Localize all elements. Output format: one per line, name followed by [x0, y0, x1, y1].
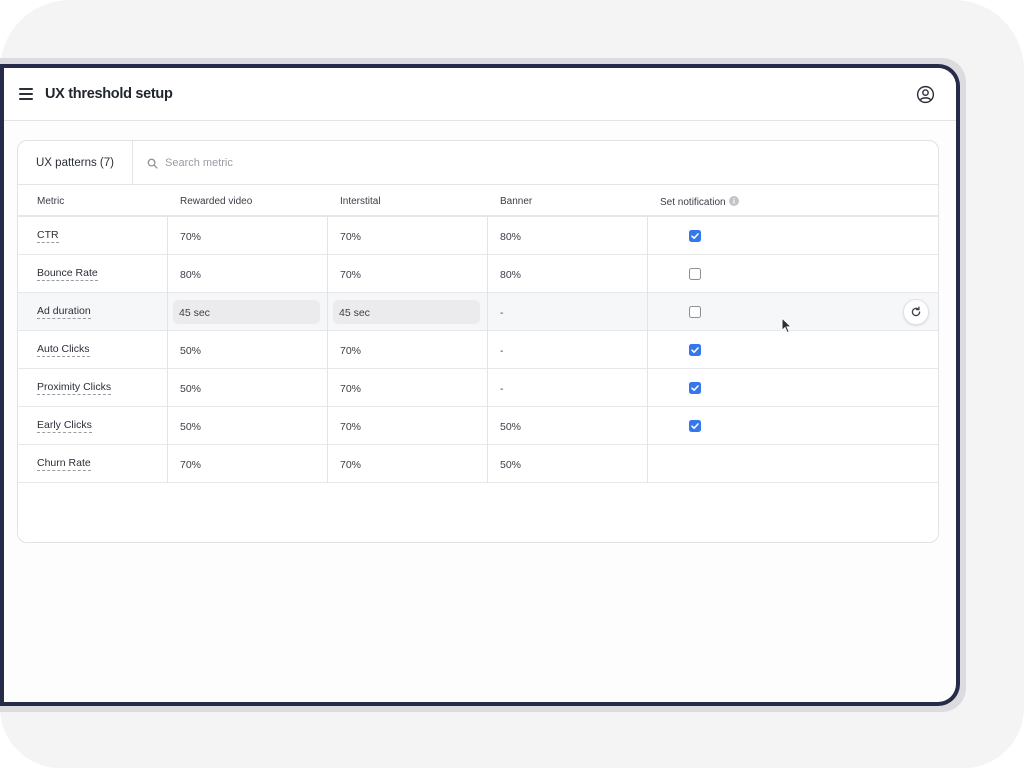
column-divider — [167, 293, 168, 331]
metric-name[interactable]: Auto Clicks — [37, 343, 90, 357]
column-divider — [167, 255, 168, 293]
notification-checkbox[interactable] — [689, 382, 701, 394]
banner-value[interactable]: 50% — [500, 421, 522, 433]
column-divider — [647, 255, 648, 293]
notification-checkbox[interactable] — [689, 268, 701, 280]
reset-row-button[interactable] — [903, 299, 929, 325]
hamburger-icon[interactable] — [19, 88, 33, 100]
column-divider — [647, 293, 648, 331]
column-divider — [167, 407, 168, 445]
column-divider — [327, 369, 328, 407]
rewarded-video-value[interactable]: 80% — [180, 269, 202, 281]
info-icon[interactable] — [728, 196, 739, 206]
column-divider — [647, 331, 648, 369]
column-divider — [327, 445, 328, 483]
column-divider — [487, 369, 488, 407]
column-header-metric: Metric — [37, 196, 65, 207]
banner-value[interactable]: - — [500, 383, 504, 395]
notification-checkbox[interactable] — [689, 344, 701, 356]
notification-checkbox[interactable] — [689, 230, 701, 242]
column-header-banner: Banner — [500, 196, 533, 207]
rewarded-video-input[interactable]: 45 sec — [173, 300, 320, 324]
column-divider — [327, 217, 328, 255]
interstital-value[interactable]: 70% — [340, 231, 362, 243]
mouse-pointer-icon — [781, 317, 793, 334]
metric-name[interactable]: Bounce Rate — [37, 267, 98, 281]
rewarded-video-value[interactable]: 50% — [180, 421, 202, 433]
column-divider — [327, 255, 328, 293]
metric-name[interactable]: Ad duration — [37, 305, 91, 319]
metric-name[interactable]: CTR — [37, 229, 59, 243]
interstital-value[interactable]: 70% — [340, 459, 362, 471]
table-row: Auto Clicks 50% 70% - — [18, 331, 938, 369]
banner-value[interactable]: 80% — [500, 269, 522, 281]
interstital-value[interactable]: 70% — [340, 269, 362, 281]
column-divider — [167, 331, 168, 369]
interstital-value[interactable]: 70% — [340, 383, 362, 395]
table-row: Proximity Clicks 50% 70% - — [18, 369, 938, 407]
table-header: Metric Rewarded video Interstital Banner… — [18, 185, 938, 217]
column-divider — [327, 407, 328, 445]
table-row: Bounce Rate 80% 70% 80% — [18, 255, 938, 293]
check-icon — [691, 385, 699, 391]
column-divider — [487, 293, 488, 331]
set-notification-label: Set notification — [660, 197, 726, 208]
app-bar: UX threshold setup — [4, 68, 956, 121]
column-divider — [487, 217, 488, 255]
thresholds-card: UX patterns (7) Metric Rewarded video In… — [17, 140, 939, 543]
table-row: Churn Rate 70% 70% 50% — [18, 445, 938, 483]
column-divider — [327, 293, 328, 331]
column-divider — [167, 369, 168, 407]
rewarded-video-value[interactable]: 50% — [180, 383, 202, 395]
column-divider — [647, 445, 648, 483]
check-icon — [691, 423, 699, 429]
column-divider — [487, 255, 488, 293]
interstital-input[interactable]: 45 sec — [333, 300, 480, 324]
metric-name[interactable]: Proximity Clicks — [37, 381, 112, 395]
rewarded-video-value[interactable]: 50% — [180, 345, 202, 357]
banner-value[interactable]: 80% — [500, 231, 522, 243]
rewarded-video-value[interactable]: 70% — [180, 459, 202, 471]
column-divider — [327, 331, 328, 369]
column-divider — [167, 217, 168, 255]
column-divider — [487, 407, 488, 445]
column-divider — [167, 445, 168, 483]
check-icon — [691, 347, 699, 353]
column-divider — [647, 369, 648, 407]
banner-value[interactable]: - — [500, 345, 504, 357]
column-divider — [487, 445, 488, 483]
search-bar — [147, 156, 465, 170]
interstital-value[interactable]: 70% — [340, 421, 362, 433]
page-title: UX threshold setup — [45, 86, 173, 102]
table-row: CTR 70% 70% 80% — [18, 217, 938, 255]
banner-value[interactable]: - — [500, 307, 504, 319]
column-header-interstital: Interstital — [340, 196, 381, 207]
notification-checkbox[interactable] — [689, 306, 701, 318]
card-header: UX patterns (7) — [18, 141, 938, 185]
column-divider — [647, 217, 648, 255]
banner-value[interactable]: 50% — [500, 459, 522, 471]
search-input[interactable] — [165, 157, 465, 169]
search-icon — [147, 158, 158, 169]
column-divider — [647, 407, 648, 445]
interstital-value[interactable]: 70% — [340, 345, 362, 357]
column-divider — [487, 331, 488, 369]
refresh-icon — [911, 306, 921, 317]
user-circle-icon[interactable] — [916, 85, 935, 104]
check-icon — [691, 233, 699, 239]
app-screen: UX threshold setup UX patterns (7) Metri… — [4, 68, 956, 702]
table-row-editing: Ad duration 45 sec 45 sec - — [18, 293, 938, 331]
rewarded-video-value[interactable]: 70% — [180, 231, 202, 243]
notification-checkbox[interactable] — [689, 420, 701, 432]
metric-name[interactable]: Early Clicks — [37, 419, 92, 433]
column-header-set-notification: Set notification — [660, 196, 739, 208]
metric-name[interactable]: Churn Rate — [37, 457, 91, 471]
tab-ux-patterns[interactable]: UX patterns (7) — [18, 141, 133, 185]
table-row: Early Clicks 50% 70% 50% — [18, 407, 938, 445]
column-header-rewarded-video: Rewarded video — [180, 196, 253, 207]
